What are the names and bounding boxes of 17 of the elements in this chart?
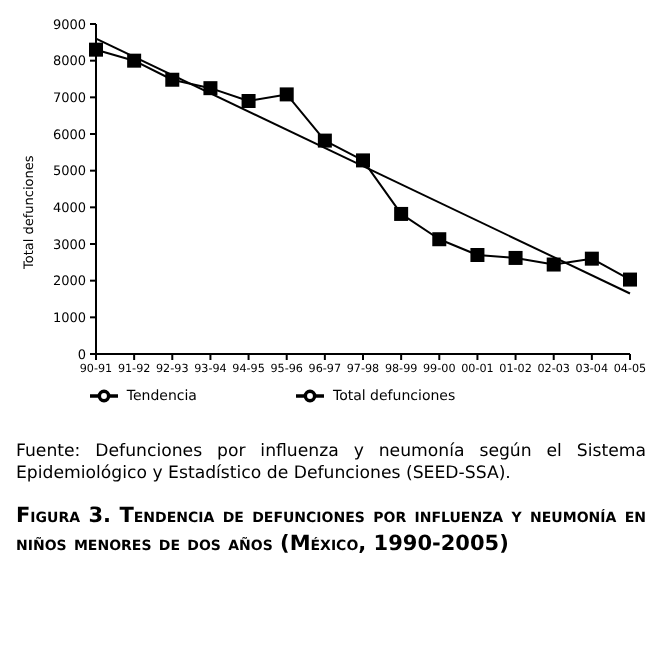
point <box>127 53 142 68</box>
point <box>470 248 485 262</box>
point <box>203 81 218 96</box>
text: Figura 3. Tendencia de defunciones por influenza y neumonía en niños menores de dos años (México, 1990-2005) <box>16 504 646 560</box>
point <box>432 232 447 247</box>
point <box>241 94 256 108</box>
source-note: Fuente: Defunciones por influenza y neumonía según el Sistema Epidemiológico y Estadístico de Defunciones (SEED-SSA). <box>16 442 646 485</box>
point <box>546 257 561 272</box>
point <box>279 87 294 102</box>
point <box>165 72 180 87</box>
point <box>89 42 103 57</box>
point <box>394 206 409 221</box>
point <box>356 153 370 168</box>
point <box>623 272 637 287</box>
point <box>317 133 332 148</box>
point <box>508 250 523 265</box>
point <box>584 251 599 266</box>
